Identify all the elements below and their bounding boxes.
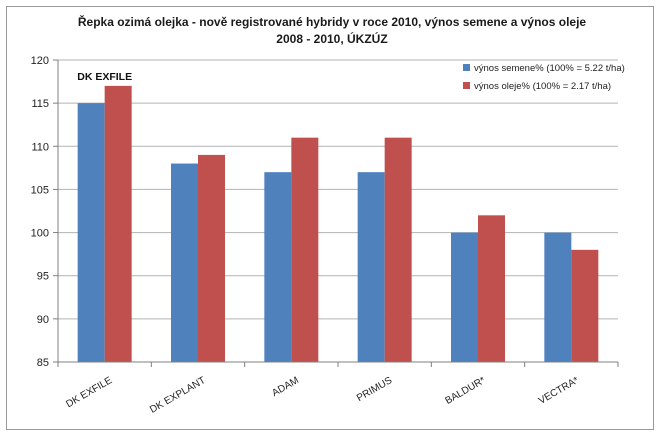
bar-seed-3 xyxy=(357,172,385,362)
x-tick-label: DK EXFILE xyxy=(64,375,114,410)
y-tick-label: 120 xyxy=(31,55,49,67)
annotations: DK EXFILE xyxy=(77,71,132,83)
x-tick-label: VECTRA* xyxy=(537,375,581,407)
chart-title-line2: 2008 - 2010, ÚKZÚZ xyxy=(276,32,388,46)
legend-swatch-oil xyxy=(463,82,470,89)
bar-oil-4 xyxy=(478,215,505,362)
bar-seed-2 xyxy=(264,172,292,362)
y-tick-label: 90 xyxy=(37,314,49,326)
bar-annotation: DK EXFILE xyxy=(77,71,132,83)
x-axis: DK EXFILE DK EXPLANT ADAM PRIMUS BALDUR* VECT… xyxy=(57,361,619,416)
bar-oil-0 xyxy=(104,85,132,362)
chart-title-line1: Řepka ozimá olejka - nově registrované h… xyxy=(77,15,587,29)
bars xyxy=(77,85,599,363)
chart-title: Řepka ozimá olejka - nově registrované h… xyxy=(0,14,664,48)
y-tick-label: 100 xyxy=(31,228,49,240)
x-tick-label: BALDUR* xyxy=(443,375,487,407)
x-tick-label: PRIMUS xyxy=(355,375,394,404)
y-tick-label: 115 xyxy=(31,98,49,110)
y-tick-label: 110 xyxy=(31,141,49,153)
gridlines xyxy=(58,59,618,363)
y-tick-label: 105 xyxy=(31,184,49,196)
bar-oil-1 xyxy=(198,154,225,362)
legend-swatch-seed xyxy=(463,64,470,71)
legend-label-oil: výnos oleje% (100% = 2.17 t/ha) xyxy=(474,81,611,92)
legend-label-seed: výnos semene% (100% = 5.22 t/ha) xyxy=(474,63,625,74)
bar-seed-0 xyxy=(77,103,105,363)
bar-seed-5 xyxy=(544,232,572,362)
bar-seed-1 xyxy=(171,163,198,362)
y-tick-label: 85 xyxy=(37,357,49,369)
x-tick-label: DK EXPLANT xyxy=(148,375,207,416)
y-tick-label: 95 xyxy=(37,271,49,283)
y-axis: 85 90 95 100 105 110 115 120 xyxy=(31,55,59,369)
bar-oil-3 xyxy=(384,137,412,362)
bar-oil-5 xyxy=(571,249,599,362)
bar-oil-2 xyxy=(291,137,319,362)
legend: výnos semene% (100% = 5.22 t/ha) výnos ol… xyxy=(463,63,625,92)
bar-seed-4 xyxy=(451,232,478,362)
x-tick-label: ADAM xyxy=(270,375,301,399)
